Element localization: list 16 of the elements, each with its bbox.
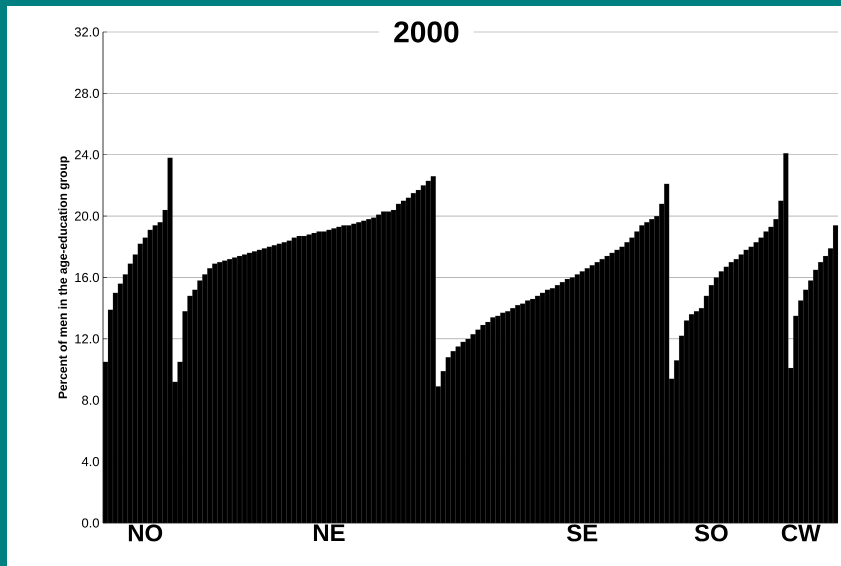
y-axis-title: Percent of men in the age-education group <box>58 156 70 398</box>
x-tick-label: SE <box>566 524 598 542</box>
x-tick-label: NO <box>128 524 162 542</box>
x-tick-label: NE <box>314 524 345 541</box>
y-tick-label: 8.0 <box>82 396 99 405</box>
x-tick-label: SO <box>694 524 728 542</box>
y-tick-label: 24.0 <box>74 150 99 160</box>
y-tick-label: 12.0 <box>75 334 99 344</box>
y-tick-label: 0.0 <box>82 518 99 528</box>
chart-title: 2000 <box>394 21 458 43</box>
y-tick-label: 16.0 <box>75 272 99 282</box>
y-tick-label: 32.0 <box>74 27 99 37</box>
y-tick-label: 20.0 <box>74 212 99 221</box>
y-tick-label: 4.0 <box>82 457 99 466</box>
x-tick-label: CW <box>782 524 821 542</box>
y-tick-label: 28.0 <box>74 88 99 98</box>
